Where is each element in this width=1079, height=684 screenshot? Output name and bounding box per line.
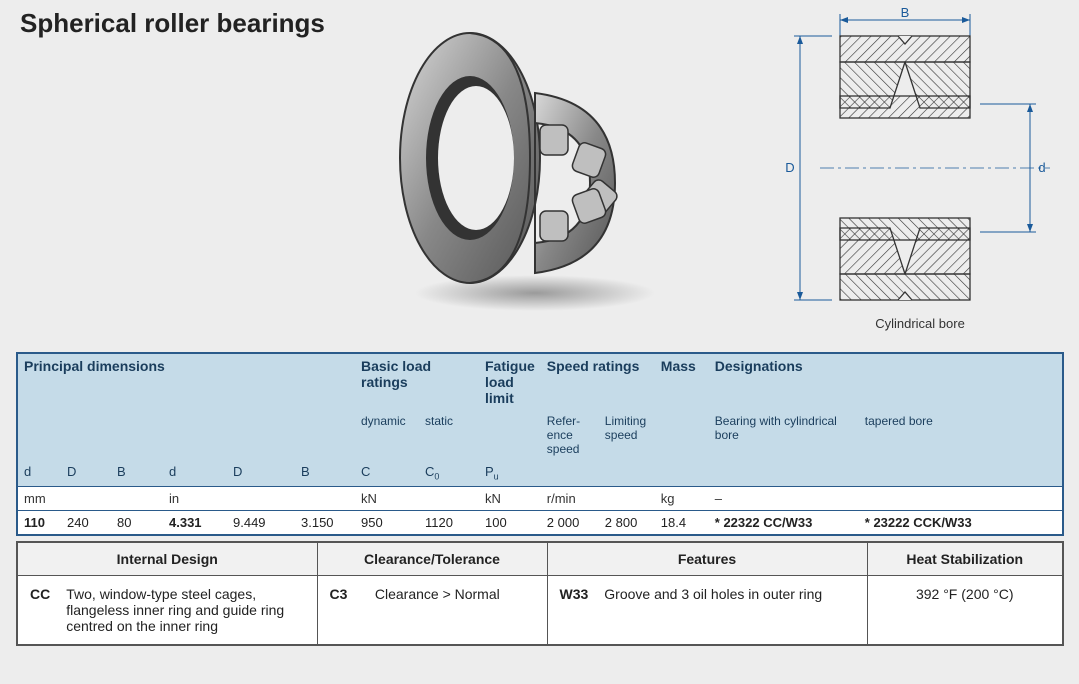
hdr-internal: Internal Design (17, 542, 317, 576)
unit-kn2: kN (479, 486, 541, 510)
schematic-label-d: d (1038, 160, 1045, 175)
hdr-principal: Principal dimensions (24, 358, 165, 374)
val-B-in: 3.150 (295, 510, 355, 535)
hdr-basicload: Basic load ratings (361, 358, 431, 390)
hdr-features: Features (547, 542, 867, 576)
bearing-3d-illustration (360, 18, 680, 318)
unit-mm: mm (17, 486, 163, 510)
hdr-refspeed: Refer-ence speed (541, 410, 599, 460)
unit-kg: kg (655, 486, 709, 510)
features-text: Groove and 3 oil holes in outer ring (604, 586, 822, 602)
sym-C0: C0 (419, 460, 479, 486)
hdr-speed: Speed ratings (547, 358, 640, 374)
hdr-dynamic: dynamic (355, 410, 419, 460)
hdr-des-cyl: Bearing with cylindrical bore (709, 410, 859, 460)
table-row: 110 240 80 4.331 9.449 3.150 950 1120 10… (17, 510, 1063, 535)
page-title: Spherical roller bearings (20, 8, 325, 39)
val-mass: 18.4 (655, 510, 709, 535)
unit-in: in (163, 486, 355, 510)
hdr-static: static (419, 410, 479, 460)
heat-text: 392 °F (200 °C) (867, 576, 1063, 646)
bearing-schematic: B D d (780, 8, 1060, 328)
val-C0: 1120 (419, 510, 479, 535)
info-table: Internal Design Clearance/Tolerance Feat… (16, 541, 1064, 646)
sym-B: B (111, 460, 163, 486)
val-Pu: 100 (479, 510, 541, 535)
sym-d: d (17, 460, 61, 486)
sym-Pu: Pu (479, 460, 541, 486)
schematic-label-D: D (785, 160, 794, 175)
val-des1: * 22322 CC/W33 (709, 510, 859, 535)
clearance-code: C3 (330, 586, 356, 602)
hdr-des-tap: tapered bore (859, 410, 1063, 460)
val-B-mm: 80 (111, 510, 163, 535)
sym-d2: d (163, 460, 227, 486)
hdr-heat: Heat Stabilization (867, 542, 1063, 576)
internal-text: Two, window-type steel cages, flangeless… (66, 586, 284, 634)
sym-D: D (61, 460, 111, 486)
features-code: W33 (560, 586, 597, 602)
sym-C: C (355, 460, 419, 486)
val-d-mm: 110 (17, 510, 61, 535)
unit-dash: – (709, 486, 1063, 510)
val-des2: * 23222 CCK/W33 (859, 510, 1063, 535)
hdr-designations: Designations (715, 358, 803, 374)
val-lim: 2 800 (599, 510, 655, 535)
val-D-mm: 240 (61, 510, 111, 535)
sym-B2: B (295, 460, 355, 486)
hdr-limspeed: Limiting speed (599, 410, 655, 460)
val-d-in: 4.331 (163, 510, 227, 535)
val-D-in: 9.449 (227, 510, 295, 535)
val-C: 950 (355, 510, 419, 535)
sym-D2: D (227, 460, 295, 486)
hdr-clearance: Clearance/Tolerance (317, 542, 547, 576)
unit-rmin: r/min (541, 486, 655, 510)
internal-code: CC (30, 586, 58, 602)
hdr-fatigue: Fatigue load limit (485, 358, 535, 406)
table-row: CC Two, window-type steel cages, flangel… (17, 576, 1063, 646)
val-ref: 2 000 (541, 510, 599, 535)
hdr-mass: Mass (661, 358, 696, 374)
schematic-label-b: B (901, 8, 910, 20)
unit-kn: kN (355, 486, 479, 510)
clearance-text: Clearance > Normal (375, 586, 500, 602)
schematic-caption: Cylindrical bore (800, 316, 1040, 331)
spec-table: Principal dimensions Basic load ratings … (16, 352, 1064, 536)
